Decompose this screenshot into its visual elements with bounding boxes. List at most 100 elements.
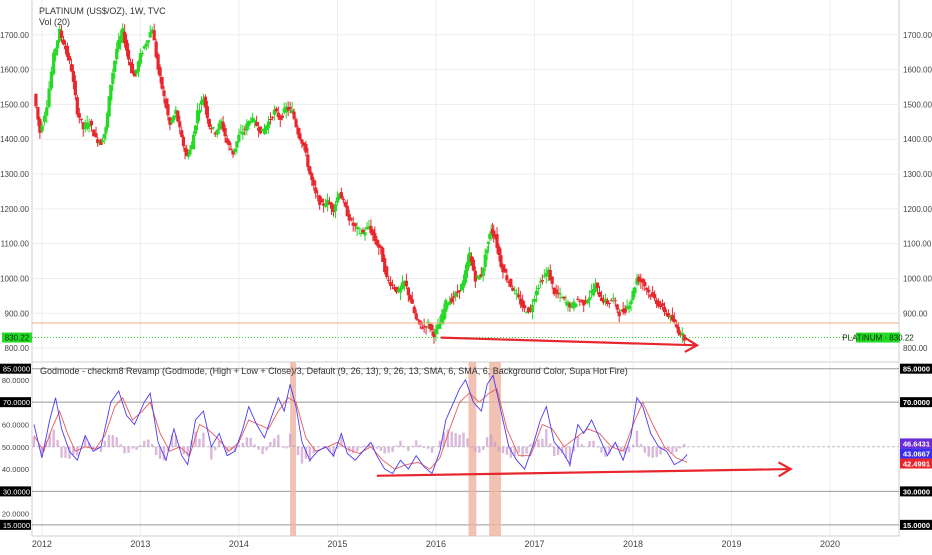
volume-label: Vol (20) [39,17,70,27]
candle-body [434,329,437,335]
histogram-bar [470,447,472,448]
histogram-bar [403,446,405,447]
candle-body [43,116,46,122]
histogram-bar [143,441,145,447]
candle-body [525,312,528,313]
candle-body [509,279,512,287]
candle-body [608,303,611,304]
candle-body [145,43,148,46]
indicator-right-axis: 85.000070.000046.643143.066742.499130.00… [900,364,932,530]
histogram-bar [119,444,121,447]
candle-body [306,155,309,167]
histogram-bar [360,447,362,448]
histogram-bar [407,447,409,451]
y-tick-left-1400.00: 1400.00 [0,135,29,144]
candle-body [415,313,418,319]
histogram-bar [600,447,602,453]
candle-body [277,113,280,118]
candle-body [464,270,467,283]
candle-body [188,150,191,155]
x-tick-label-2014: 2014 [229,539,249,549]
candle-body [166,104,169,115]
candle-body [289,107,292,109]
x-tick-label-2017: 2017 [524,539,544,549]
candle-body [681,333,684,336]
histogram-bar [549,444,551,447]
histogram-bar [289,434,291,447]
histogram-bar [112,435,114,447]
level-label-left-85.0000: 85.0000 [3,365,30,374]
y-tick-left-1700.00: 1700.00 [0,31,29,40]
candle-body [618,312,621,317]
candle-body [515,293,518,294]
histogram-bar [376,447,378,449]
histogram-bar [431,447,433,453]
candle-body [182,137,185,146]
price-arrow-shaft [441,338,697,346]
histogram-bar [210,447,212,460]
histogram-bar [518,447,520,453]
candle-body [513,290,516,291]
candle-body [147,40,150,43]
candle-body [176,111,179,122]
candle-body [320,199,323,202]
candle-body [363,232,366,235]
histogram-bar [632,445,634,447]
histogram-bar [581,444,583,447]
candle-body [555,289,558,292]
histogram-bar [123,447,125,454]
candle-body [444,300,447,312]
candle-body [344,202,347,206]
y-tick-right-1000.00: 1000.00 [903,274,932,283]
candle-body [454,293,457,297]
histogram-bar [246,437,248,446]
right-price-axis: 800.00900.001000.001100.001200.001300.00… [903,31,932,353]
candle-body [170,120,173,122]
candle-body [139,53,142,64]
histogram-bar [356,447,358,452]
candle-body [405,281,408,287]
candle-body [487,242,490,245]
candle-body [194,125,197,133]
ind-tick-50.0000: 50.0000 [2,443,29,452]
candle-body [212,127,215,128]
candle-body [267,121,270,128]
histogram-bar [391,447,393,452]
histogram-bar [116,437,118,447]
candle-body [66,46,69,57]
candle-body [68,56,71,60]
y-tick-right-1300.00: 1300.00 [903,170,932,179]
fast-line [34,375,687,473]
candle-body [153,30,156,40]
candle-body [541,280,544,281]
histogram-bar [127,447,129,453]
candle-body [113,61,116,72]
candle-body [523,305,526,308]
candle-body [235,141,238,147]
histogram-bar [454,433,456,447]
candle-body [80,119,83,120]
histogram-bar [387,447,389,453]
candle-body [104,127,107,133]
candles [34,23,685,345]
histogram-bar [577,436,579,447]
histogram-bar [486,437,488,447]
candle-body [208,119,211,127]
candle-body [308,166,311,174]
candle-body [334,204,337,211]
candle-body [629,301,632,305]
candle-body [269,119,272,120]
histogram-bar [545,429,547,447]
candle-body [198,110,201,114]
level-label-left-15.0000: 15.0000 [3,521,30,530]
histogram-bar [139,445,141,447]
candle-body [304,144,307,153]
histogram-bar [151,444,153,447]
histogram-bar [640,444,642,447]
y-tick-right-1400.00: 1400.00 [903,135,932,144]
candle-body [101,141,104,142]
candle-body [551,277,554,284]
candle-body [141,53,144,54]
